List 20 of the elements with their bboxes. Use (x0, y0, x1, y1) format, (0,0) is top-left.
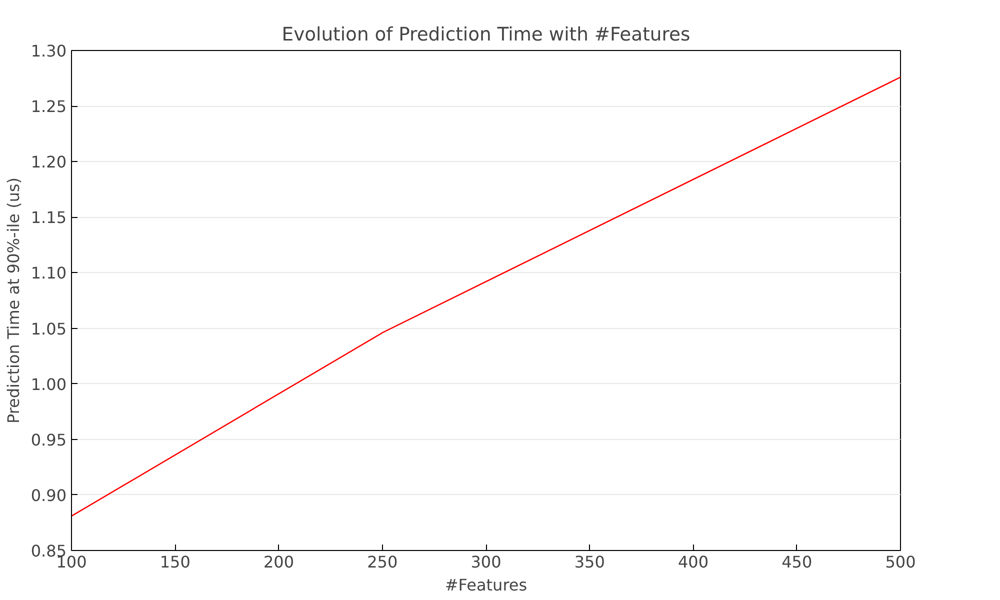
x-tick-label: 200 (263, 552, 294, 572)
y-tick-label: 1.10 (30, 264, 66, 283)
y-tick-label: 1.25 (30, 97, 66, 116)
y-tick-label: 1.20 (30, 152, 66, 172)
x-tick-label: 250 (367, 552, 398, 572)
y-tick-label: 1.15 (30, 208, 66, 228)
y-tick-label: 1.05 (30, 319, 66, 338)
chart-title: Evolution of Prediction Time with #Features (282, 24, 690, 46)
y-axis-title: Prediction Time at 90%-ile (us) (4, 177, 23, 424)
x-axis-title: #Features (444, 576, 528, 594)
y-tick-label: 1.30 (30, 42, 66, 60)
x-tick-label: 150 (160, 552, 190, 572)
y-tick-label: 1.00 (30, 374, 66, 394)
x-tick-label: 450 (782, 552, 812, 572)
x-tick-label: 300 (470, 552, 502, 572)
x-tick-label: 500 (885, 552, 916, 572)
x-tick-label: 400 (678, 552, 709, 572)
y-tick-label: 0.95 (30, 430, 66, 450)
x-tick-label: 350 (574, 552, 605, 572)
y-tick-label: 0.90 (30, 486, 66, 505)
